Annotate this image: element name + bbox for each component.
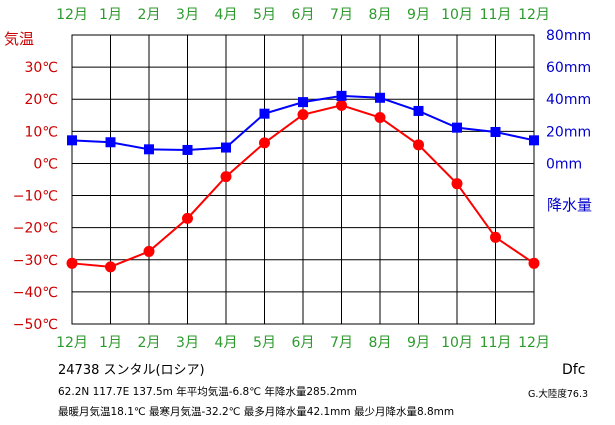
temperature-tick-label: −20℃	[13, 221, 58, 237]
month-label-top: 9月	[407, 7, 430, 23]
month-label-bottom: 12月	[56, 335, 88, 351]
temperature-tick-label: 0℃	[33, 156, 58, 172]
precipitation-point	[144, 144, 154, 155]
month-label-bottom: 9月	[407, 335, 430, 351]
month-label-top: 3月	[176, 7, 199, 23]
month-label-bottom: 5月	[253, 335, 276, 351]
temperature-point	[528, 257, 540, 269]
month-label-top: 2月	[138, 7, 161, 23]
station-summary-2: 最暖月気温18.1℃ 最寒月気温-32.2℃ 最多月降水量42.1mm 最少月降…	[58, 406, 455, 418]
temperature-tick-label: −40℃	[13, 285, 58, 301]
month-label-top: 5月	[253, 7, 276, 23]
precipitation-tick-label: 60mm	[546, 60, 591, 76]
month-label-bottom: 12月	[518, 335, 550, 351]
temperature-tick-label: 20℃	[24, 92, 58, 108]
precipitation-point	[375, 92, 385, 103]
month-label-top: 7月	[330, 7, 353, 23]
precipitation-point	[298, 97, 308, 108]
temperature-point	[297, 109, 309, 121]
month-label-bottom: 11月	[480, 335, 512, 351]
month-label-top: 6月	[292, 7, 315, 23]
precipitation-point	[490, 126, 501, 137]
temperature-tick-label: −10℃	[13, 189, 58, 205]
station-summary-1: 62.2N 117.7E 137.5m 年平均気温-6.8℃ 年降水量285.2…	[58, 386, 357, 398]
station-name: 24738 スンタル(ロシア)	[58, 363, 205, 378]
month-label-top: 8月	[369, 7, 392, 23]
temperature-point	[451, 178, 463, 190]
month-label-bottom: 8月	[369, 335, 392, 351]
temperature-axis-title: 気温	[4, 30, 34, 48]
precipitation-point	[452, 122, 462, 133]
month-label-top: 11月	[480, 7, 512, 23]
temperature-point	[66, 257, 78, 269]
month-label-bottom: 3月	[176, 335, 199, 351]
temperature-point	[105, 261, 116, 273]
precipitation-tick-label: 80mm	[546, 28, 591, 44]
temperature-tick-label: −50℃	[13, 317, 58, 333]
precipitation-point	[413, 105, 424, 116]
climate-code: Dfc	[562, 362, 586, 378]
month-label-top: 4月	[215, 7, 238, 23]
precipitation-point	[105, 137, 116, 148]
temperature-point	[143, 245, 155, 257]
temperature-point	[220, 171, 232, 183]
month-label-bottom: 7月	[330, 335, 353, 351]
precipitation-tick-label: 40mm	[546, 92, 591, 108]
month-label-bottom: 1月	[99, 335, 122, 351]
month-label-bottom: 6月	[292, 335, 315, 351]
month-label-bottom: 4月	[215, 335, 238, 351]
precipitation-axis-title: 降水量	[547, 196, 592, 214]
precipitation-point	[336, 90, 347, 101]
precipitation-point	[529, 135, 539, 146]
month-label-bottom: 10月	[441, 335, 473, 351]
plot-frame	[71, 34, 535, 325]
temperature-point	[259, 137, 270, 149]
temperature-tick-label: 30℃	[24, 60, 58, 76]
precipitation-point	[67, 135, 77, 146]
continentality-index: G.大陸度76.3	[528, 389, 589, 400]
month-label-top: 12月	[56, 7, 88, 23]
temperature-point	[490, 231, 501, 243]
temperature-point	[374, 112, 386, 124]
temperature-point	[336, 99, 347, 111]
month-label-bottom: 2月	[138, 335, 161, 351]
precipitation-tick-label: 0mm	[546, 156, 582, 172]
month-label-top: 10月	[441, 7, 473, 23]
precipitation-point	[259, 108, 270, 119]
precipitation-point	[221, 142, 231, 153]
temperature-tick-label: 10℃	[24, 124, 58, 140]
temperature-tick-label: −30℃	[13, 253, 58, 269]
month-label-top: 1月	[99, 7, 122, 23]
precipitation-tick-label: 20mm	[546, 124, 591, 140]
month-label-top: 12月	[518, 7, 550, 23]
precipitation-point	[182, 144, 193, 155]
temperature-point	[413, 139, 424, 151]
temperature-point	[182, 212, 193, 224]
